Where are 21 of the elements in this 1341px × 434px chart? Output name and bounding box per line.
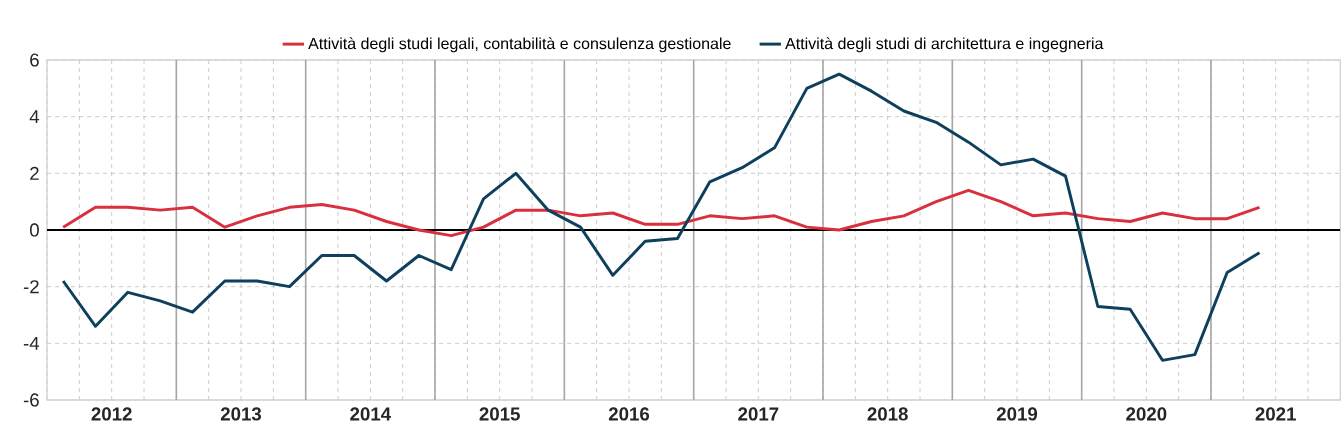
y-tick-label: -4 bbox=[23, 336, 40, 350]
line-series bbox=[61, 72, 1261, 362]
x-tick-label: 2015 bbox=[479, 407, 520, 421]
x-tick-label: 2012 bbox=[91, 407, 132, 421]
y-tick-label: 4 bbox=[29, 110, 40, 124]
y-tick-label: 2 bbox=[30, 166, 39, 180]
x-tick-label: 2019 bbox=[996, 407, 1038, 421]
x-tick-label: 2016 bbox=[608, 407, 650, 421]
y-tick-label: 6 bbox=[30, 53, 39, 67]
legend-label: Attività degli studi di architettura e ingegneria bbox=[785, 37, 1104, 53]
y-tick-label: -6 bbox=[23, 393, 39, 407]
x-tick-label: 2020 bbox=[1126, 407, 1167, 421]
x-tick-label: 2017 bbox=[738, 407, 779, 421]
x-tick-label: 2018 bbox=[867, 407, 908, 421]
legend-label: Attività degli studi legali, contabilità e consulenza gestionale bbox=[308, 37, 731, 53]
x-tick-label: 2014 bbox=[350, 407, 392, 421]
x-tick-label: 2021 bbox=[1255, 407, 1296, 421]
line-series bbox=[61, 188, 1261, 238]
x-tick-label: 2013 bbox=[220, 407, 262, 421]
y-tick-label: 0 bbox=[29, 223, 39, 237]
y-tick-label: -2 bbox=[23, 280, 39, 294]
